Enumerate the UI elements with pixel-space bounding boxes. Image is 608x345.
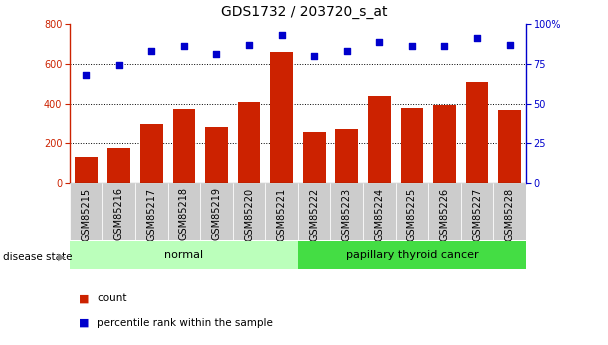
Point bbox=[277, 32, 286, 38]
Text: ■: ■ bbox=[79, 318, 89, 327]
Bar bbox=[331, 183, 363, 240]
Text: GSM85222: GSM85222 bbox=[309, 187, 319, 241]
Bar bbox=[498, 110, 521, 183]
Text: GSM85215: GSM85215 bbox=[81, 187, 91, 240]
Bar bbox=[363, 183, 396, 240]
Bar bbox=[336, 129, 358, 183]
Text: GSM85217: GSM85217 bbox=[147, 187, 156, 240]
Point bbox=[114, 63, 123, 68]
Text: percentile rank within the sample: percentile rank within the sample bbox=[97, 318, 273, 327]
Text: papillary thyroid cancer: papillary thyroid cancer bbox=[345, 250, 478, 260]
Bar bbox=[270, 52, 293, 183]
Text: ▶: ▶ bbox=[58, 252, 66, 262]
Point bbox=[212, 51, 221, 57]
Point bbox=[147, 48, 156, 54]
Bar bbox=[238, 101, 260, 183]
Point bbox=[342, 48, 351, 54]
Bar bbox=[368, 96, 391, 183]
Text: GSM85221: GSM85221 bbox=[277, 187, 286, 240]
Point bbox=[309, 53, 319, 59]
Bar bbox=[298, 183, 331, 240]
Bar bbox=[401, 108, 423, 183]
Bar bbox=[205, 127, 228, 183]
Bar bbox=[298, 241, 526, 269]
Bar bbox=[75, 157, 98, 183]
Bar bbox=[70, 241, 298, 269]
Point bbox=[505, 42, 514, 48]
Point bbox=[244, 42, 254, 48]
Text: count: count bbox=[97, 294, 127, 303]
Bar bbox=[461, 183, 493, 240]
Bar bbox=[70, 183, 103, 240]
Text: GSM85224: GSM85224 bbox=[375, 187, 384, 240]
Text: GSM85225: GSM85225 bbox=[407, 187, 417, 241]
Text: normal: normal bbox=[164, 250, 204, 260]
Bar bbox=[108, 148, 130, 183]
Text: GSM85227: GSM85227 bbox=[472, 187, 482, 241]
Text: GSM85216: GSM85216 bbox=[114, 187, 124, 240]
Bar bbox=[396, 183, 428, 240]
Text: GSM85228: GSM85228 bbox=[505, 187, 514, 240]
Bar bbox=[303, 132, 326, 183]
Bar bbox=[433, 106, 456, 183]
Bar bbox=[103, 183, 135, 240]
Text: disease state: disease state bbox=[3, 252, 72, 262]
Point bbox=[179, 43, 188, 49]
Bar bbox=[173, 109, 195, 183]
Text: ■: ■ bbox=[79, 294, 89, 303]
Text: GSM85226: GSM85226 bbox=[440, 187, 449, 240]
Point bbox=[472, 36, 482, 41]
Text: GDS1732 / 203720_s_at: GDS1732 / 203720_s_at bbox=[221, 5, 387, 19]
Bar bbox=[140, 124, 163, 183]
Point bbox=[407, 43, 416, 49]
Bar bbox=[428, 183, 461, 240]
Text: GSM85223: GSM85223 bbox=[342, 187, 352, 240]
Bar bbox=[168, 183, 200, 240]
Bar bbox=[493, 183, 526, 240]
Text: GSM85220: GSM85220 bbox=[244, 187, 254, 240]
Point bbox=[375, 39, 384, 45]
Bar bbox=[466, 82, 488, 183]
Point bbox=[81, 72, 91, 78]
Text: GSM85219: GSM85219 bbox=[212, 187, 221, 240]
Bar bbox=[233, 183, 265, 240]
Point bbox=[440, 43, 449, 49]
Text: GSM85218: GSM85218 bbox=[179, 187, 189, 240]
Bar bbox=[265, 183, 298, 240]
Bar bbox=[200, 183, 233, 240]
Bar bbox=[135, 183, 168, 240]
